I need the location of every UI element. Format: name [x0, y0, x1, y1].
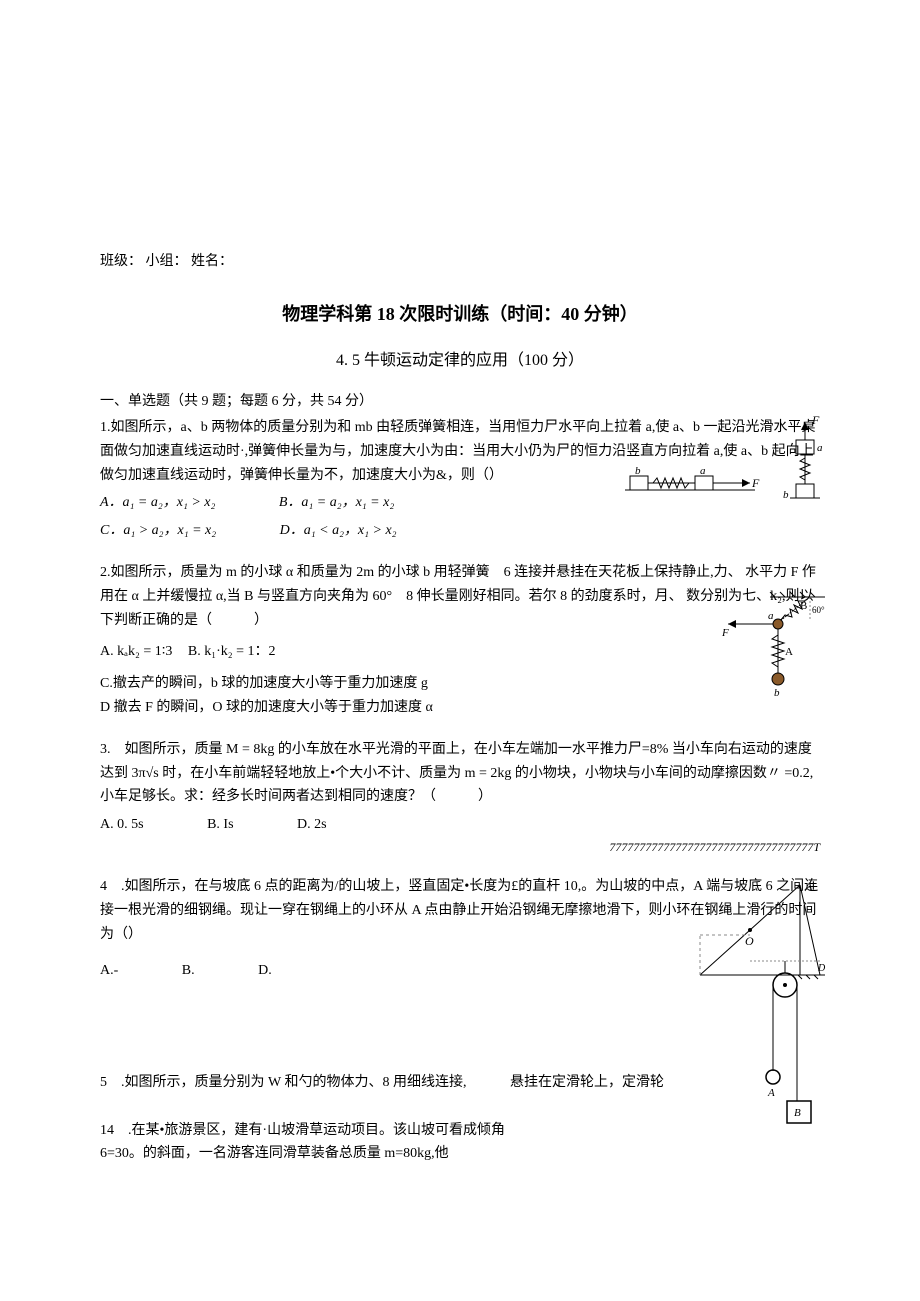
svg-text:F: F: [721, 627, 729, 639]
q3-option-a: A. 0. 5s: [100, 813, 144, 837]
svg-text:B: B: [794, 1107, 801, 1119]
q4-option-b: B.: [182, 959, 195, 983]
svg-text:b: b: [783, 489, 789, 501]
q3-badge: 7777777777777777777777777777777777T: [100, 837, 820, 857]
svg-text:A: A: [767, 1087, 775, 1099]
q3-option-d: D. 2s: [297, 813, 327, 837]
q2-option-a: A. kₐk₂ = 1∶3: [100, 644, 172, 659]
svg-text:a: a: [700, 465, 706, 477]
question-1: 1.如图所示，a、b 两物体的质量分别为和 mb 由轻质弹簧相连，当用恒力尸水平…: [100, 416, 820, 543]
q2-option-b: B. k₁·k₂ = 1：2: [188, 644, 276, 659]
svg-text:b: b: [635, 465, 641, 477]
svg-text:a: a: [817, 442, 823, 454]
svg-text:F: F: [811, 416, 820, 427]
question-2: 2.如图所示，质量为 m 的小球 α 和质量为 2m 的小球 b 用轻弹簧 6 …: [100, 561, 820, 720]
question-3-text: 3. 如图所示，质量 M = 8kg 的小车放在水平光滑的平面上，在小车左端加一…: [100, 738, 820, 809]
question-14: 14 .在某•旅游景区，建有·山坡滑草运动项目。该山坡可看成倾角 6=30。的斜…: [100, 1119, 540, 1167]
header-line: 班级： 小组： 姓名：: [100, 250, 820, 270]
svg-text:60°: 60°: [812, 605, 825, 615]
q4-option-d: D.: [258, 959, 272, 983]
svg-text:A: A: [785, 646, 793, 658]
q5-figure: A B: [750, 951, 830, 1141]
section-heading: 一、单选题（共 9 题；每题 6 分，共 54 分）: [100, 390, 820, 410]
q1-figure: b a F F a b: [620, 416, 830, 506]
q3-option-b: B. Is: [207, 813, 233, 837]
q1-option-d: D．a₁ < a₂，x₁ > x₂: [280, 519, 397, 543]
doc-title: 物理学科第 18 次限时训练（时间：40 分钟）: [100, 300, 820, 326]
doc-subtitle: 4. 5 牛顿运动定律的应用（100 分）: [100, 346, 820, 370]
question-3: 3. 如图所示，质量 M = 8kg 的小车放在水平光滑的平面上，在小车左端加一…: [100, 738, 820, 858]
q2-figure: B 60° a F A b: [720, 591, 830, 701]
q1-option-c: C．a₁ > a₂，x₁ = x₂: [100, 519, 216, 543]
question-5-text: 5 .如图所示，质量分别为 W 和勺的物体力、8 用细线连接,: [100, 1075, 466, 1090]
question-14-text: 14 .在某•旅游景区，建有·山坡滑草运动项目。该山坡可看成倾角 6=30。的斜…: [100, 1119, 540, 1167]
class-label: 班级：: [100, 254, 142, 269]
question-2-text: 2.如图所示，质量为 m 的小球 α 和质量为 2m 的小球 b 用轻弹簧 6 …: [100, 561, 820, 632]
q1-option-a: A．a₁ = a₂，x₁ > x₂: [100, 491, 215, 515]
svg-text:A: A: [804, 879, 813, 893]
svg-text:O: O: [745, 934, 754, 948]
q2-option-d: D 撤去 F 的瞬间，O 球的加速度大小等于重力加速度 α: [100, 696, 820, 720]
question-5: 5 .如图所示，质量分别为 W 和勺的物体力、8 用细线连接, 悬挂在定滑轮上，…: [100, 1071, 820, 1101]
svg-text:a: a: [768, 610, 774, 622]
svg-text:b: b: [774, 687, 780, 699]
group-label: 小组：: [146, 254, 188, 269]
q2-option-c: C.撤去产的瞬间，b 球的加速度大小等于重力加速度 g: [100, 672, 820, 696]
name-label: 姓名：: [191, 254, 233, 269]
q4-option-a: A.-: [100, 959, 118, 983]
question-4: 4 .如图所示，在与坡底 6 点的距离为/的山坡上，竖直固定•长度为£的直杆 1…: [100, 875, 820, 1052]
q1-option-b: B．a₁ = a₂，x₁ = x₂: [279, 491, 394, 515]
svg-text:F: F: [751, 476, 760, 490]
question-5-tail: 悬挂在定滑轮上，定滑轮: [510, 1075, 664, 1090]
